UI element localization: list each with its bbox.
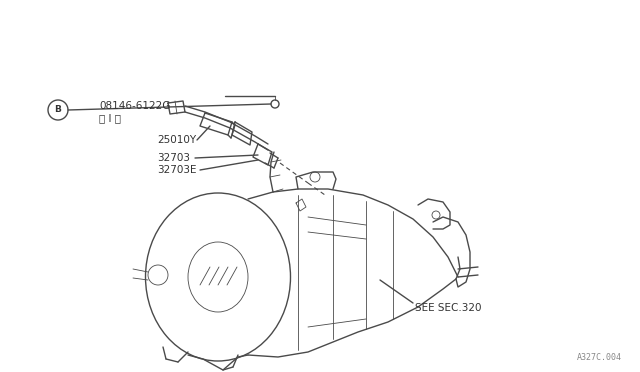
Text: 〈 I 〉: 〈 I 〉	[99, 113, 121, 123]
Text: SEE SEC.320: SEE SEC.320	[415, 303, 481, 313]
Text: 08146-6122G: 08146-6122G	[99, 101, 170, 111]
Text: B: B	[54, 106, 61, 115]
Text: A327C.004: A327C.004	[577, 353, 622, 362]
Text: 32703: 32703	[157, 153, 190, 163]
Text: 25010Y: 25010Y	[157, 135, 196, 145]
Text: 32703E: 32703E	[157, 165, 196, 175]
